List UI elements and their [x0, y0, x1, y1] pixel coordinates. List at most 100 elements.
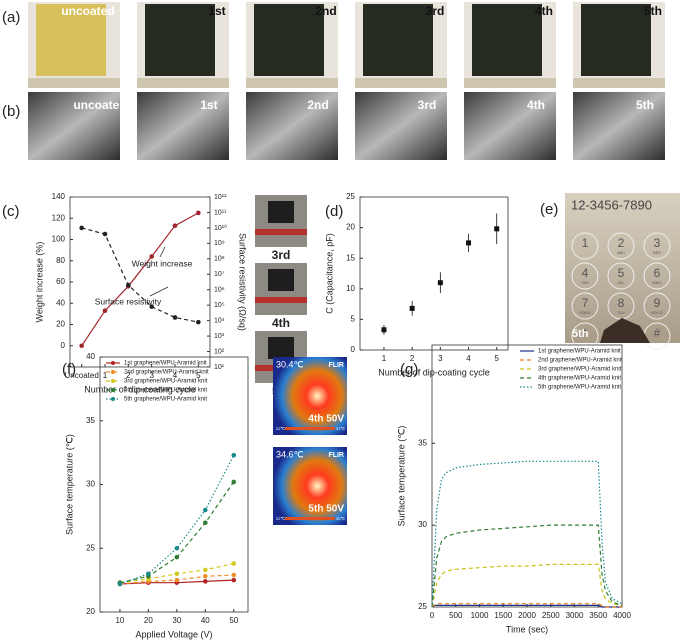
sample [268, 337, 294, 359]
key [571, 262, 599, 290]
key [571, 292, 599, 320]
point [79, 343, 84, 349]
legend-label: 3rd graphene/WPU-Aramid knit [538, 367, 622, 373]
panel-label: (e) [540, 201, 558, 218]
micrograph [355, 92, 447, 160]
y2-axis-label: Surface resistivity (Ω/sq) [238, 233, 248, 331]
scale-min: 22℃ [276, 516, 285, 521]
point [409, 305, 415, 311]
point [231, 479, 237, 485]
x-tick-label: 3 [149, 371, 154, 380]
y2-tick-label: 10⁷ [214, 271, 225, 278]
key [643, 262, 671, 290]
key-digit: 8 [618, 296, 625, 310]
point [172, 223, 178, 228]
point [172, 315, 178, 320]
photo-label: 1st [200, 98, 217, 112]
x-tick-label: 1500 [494, 611, 512, 620]
plot-frame [359, 196, 509, 351]
key-letters: MNO [652, 280, 661, 285]
y2-tick-label: 10¹ [214, 364, 225, 371]
panel-label: (a) [2, 9, 20, 26]
y-tick-label: 5 [351, 315, 356, 324]
y-tick-label: 25 [86, 543, 95, 552]
x-tick-label: 50 [229, 616, 238, 625]
x-axis-label: Applied Voltage (V) [135, 629, 212, 639]
key-digit: 6 [654, 266, 661, 280]
key-digit: 1 [582, 236, 589, 250]
y-tick-label: 10 [346, 284, 355, 293]
x-tick-label: 3 [438, 354, 443, 363]
thermal-image [273, 447, 347, 525]
key-digit: 9 [654, 296, 661, 310]
photo-label: 4th [527, 98, 545, 112]
y-tick-label: 0 [61, 341, 66, 350]
legend-label: 5th graphene/WPU-Aramid knit [124, 397, 207, 403]
thermal-temp: 34.6℃ [276, 449, 304, 459]
micrograph [137, 92, 229, 160]
point [117, 581, 123, 587]
ruler [355, 78, 447, 88]
y-tick-label: 20 [86, 607, 95, 616]
point [102, 231, 108, 237]
micrograph [464, 92, 556, 160]
point [196, 319, 201, 325]
y2-tick-label: 10⁵ [214, 302, 225, 309]
x-tick-label: 20 [144, 616, 153, 625]
x-tick-label: 5 [494, 354, 499, 363]
fabric [145, 4, 215, 76]
key [607, 232, 635, 260]
plot-frame [69, 196, 211, 368]
legend-label: 1st graphene/WPU-Aramid knit [538, 349, 621, 355]
fabric [36, 4, 106, 76]
point [203, 567, 208, 573]
legend-marker [111, 397, 115, 401]
x-tick-label: 30 [172, 616, 181, 625]
point [174, 554, 180, 560]
legend-marker [111, 379, 115, 383]
series-line [431, 460, 623, 608]
panel-label: (f) [62, 361, 76, 378]
ruler [464, 78, 556, 88]
y2-tick-label: 10³ [214, 333, 225, 340]
point [231, 572, 237, 578]
fabric [254, 4, 324, 76]
key [643, 292, 671, 320]
legend-marker [111, 388, 115, 392]
point [146, 571, 151, 577]
point [149, 304, 154, 309]
point [203, 579, 208, 584]
thermal-brand: FLIR [328, 452, 344, 459]
phone-caption: 5th [572, 328, 589, 340]
legend-marker [111, 361, 115, 365]
key [607, 262, 635, 290]
x-tick-label: 1 [382, 354, 387, 363]
y-axis-label: C (Capacitance, pF) [324, 233, 334, 314]
y-tick-label: 120 [52, 213, 66, 222]
legend-label: 5th graphene/WPU-Aramid knit [538, 385, 621, 391]
x-tick-label: 3000 [566, 611, 584, 620]
x-tick-label: 500 [449, 611, 463, 620]
series-line [81, 227, 199, 323]
y-tick-label: 30 [418, 520, 427, 529]
annotation: Surface resistivity [95, 296, 162, 306]
point [126, 282, 131, 288]
series-line [431, 524, 623, 608]
x-tick-label: 4 [173, 371, 178, 380]
x-tick-label: 0 [430, 611, 435, 620]
point [203, 574, 208, 579]
key-letters: ABC [617, 250, 625, 255]
y-tick-label: 30 [86, 480, 95, 489]
micrograph [573, 92, 665, 160]
photo-label: uncoated [73, 98, 126, 112]
point [203, 520, 208, 526]
key [643, 232, 671, 260]
plot-frame [99, 356, 249, 613]
wires [255, 229, 307, 235]
key-digit: 5 [618, 266, 625, 280]
photo-label: 3rd [418, 98, 437, 112]
panel-label: (g) [400, 361, 418, 378]
y-tick-label: 40 [56, 298, 65, 307]
y-tick-label: 100 [52, 235, 66, 244]
